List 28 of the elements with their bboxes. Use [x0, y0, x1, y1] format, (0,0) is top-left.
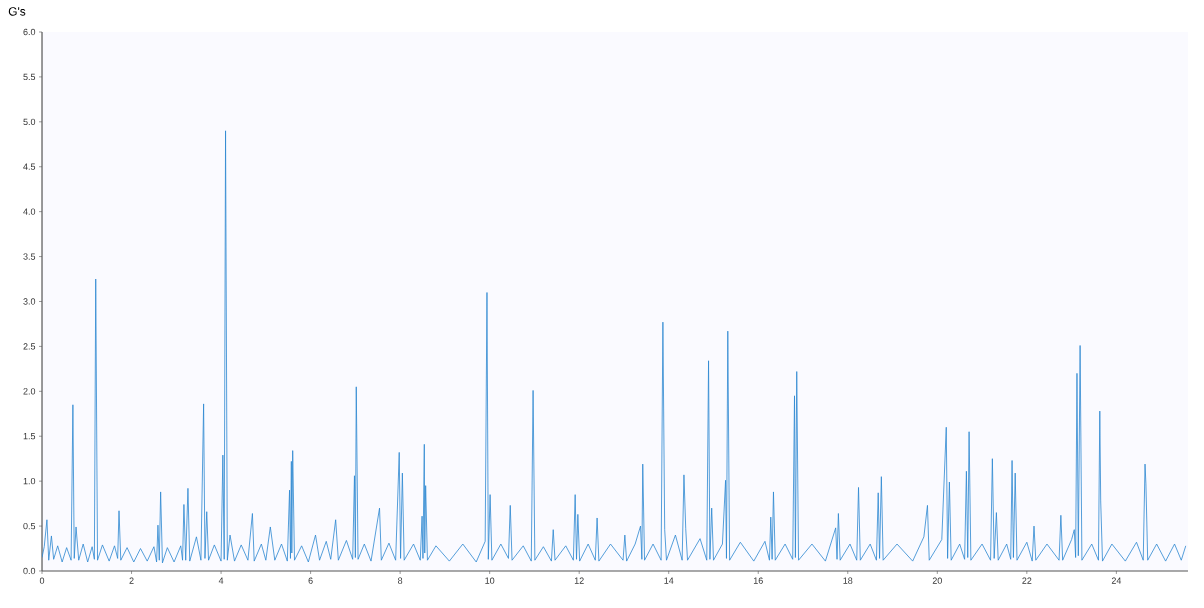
y-tick-label: 0.0 — [23, 567, 36, 575]
line-series — [42, 130, 1187, 564]
x-tick-label: 8 — [398, 577, 403, 584]
x-tick-label: 12 — [574, 577, 584, 584]
x-tick-label: 18 — [843, 577, 853, 584]
y-tick-label: 0.5 — [23, 522, 36, 530]
y-tick-label: 2.5 — [23, 343, 36, 350]
y-tick-label: 3.0 — [23, 298, 36, 305]
y-axis-title: G's — [8, 7, 26, 16]
x-tick-label: 4 — [218, 577, 224, 584]
y-tick-label: 1.5 — [23, 433, 36, 440]
x-tick-label: 0 — [39, 577, 45, 584]
x-tick-label: 14 — [664, 577, 674, 584]
y-tick-label: 4.0 — [23, 208, 36, 215]
x-tick-label: 6 — [308, 577, 313, 584]
x-tick-label: 2 — [129, 577, 134, 584]
y-tick-label: 4.5 — [23, 163, 36, 170]
y-tick-label: 1.0 — [23, 477, 36, 485]
x-tick-label: 20 — [932, 577, 942, 584]
x-tick-label: 22 — [1022, 577, 1032, 584]
x-tick-label: 10 — [485, 577, 495, 584]
y-tick-label: 2.0 — [23, 388, 36, 395]
y-tick-label: 5.5 — [23, 73, 36, 81]
y-tick-label: 3.5 — [23, 253, 36, 260]
x-tick-label: 24 — [1111, 577, 1122, 584]
y-tick-label: 6.0 — [23, 28, 36, 36]
y-tick-label: 5.0 — [23, 118, 36, 125]
x-tick-label: 16 — [753, 577, 763, 584]
